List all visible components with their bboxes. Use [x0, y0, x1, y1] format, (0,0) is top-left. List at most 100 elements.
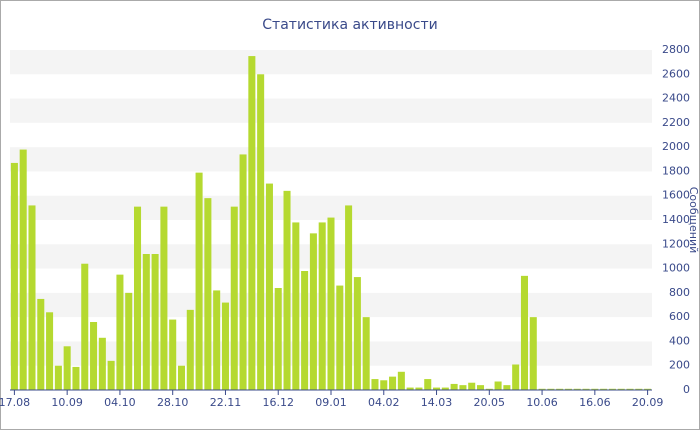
bar: [81, 263, 89, 390]
bar: [204, 198, 212, 390]
grid-band: [10, 50, 652, 75]
bar: [520, 275, 528, 390]
bar: [415, 387, 423, 390]
x-tick-label: 17.08: [0, 396, 30, 409]
y-tick-label: 1800: [662, 164, 690, 177]
bar: [459, 385, 467, 390]
bar: [134, 206, 142, 390]
y-tick-label: 2000: [662, 140, 690, 153]
x-tick-label: 16.06: [579, 396, 611, 409]
bar: [283, 190, 291, 390]
bar: [380, 380, 388, 390]
bar: [626, 388, 634, 390]
bar: [63, 346, 71, 390]
x-tick-label: 09.01: [315, 396, 347, 409]
bar: [512, 364, 520, 390]
bar: [433, 387, 441, 390]
bar: [72, 366, 80, 390]
bar: [371, 379, 379, 390]
bar: [538, 388, 546, 390]
y-tick-label: 800: [669, 286, 690, 299]
x-tick-label: 04.02: [368, 396, 400, 409]
bar: [213, 290, 221, 390]
bar: [389, 376, 397, 390]
bar: [239, 154, 247, 390]
bar: [46, 312, 54, 390]
bar: [397, 371, 405, 390]
bar: [301, 271, 309, 390]
y-axis-label: Сообщений: [687, 187, 700, 254]
bar: [151, 254, 159, 390]
x-tick-label: 10.06: [526, 396, 558, 409]
grid-band: [10, 195, 652, 220]
x-tick-label: 14.03: [421, 396, 453, 409]
bar: [503, 385, 511, 390]
bar: [547, 388, 555, 390]
bar: [142, 254, 150, 390]
y-tick-label: 2400: [662, 92, 690, 105]
grid-band: [10, 98, 652, 123]
bar: [257, 74, 265, 391]
bar: [556, 388, 564, 390]
bar: [441, 387, 449, 390]
bar: [19, 149, 27, 390]
bar: [362, 317, 370, 390]
bar: [10, 162, 18, 390]
bar: [635, 388, 643, 390]
bar: [424, 379, 432, 390]
bar: [90, 322, 98, 390]
y-tick-label: 1600: [662, 189, 690, 202]
bar: [54, 365, 62, 390]
bar: [160, 206, 168, 390]
bar: [309, 233, 317, 390]
y-tick-label: 0: [683, 383, 690, 396]
y-tick-label: 1000: [662, 262, 690, 275]
bar: [318, 222, 326, 390]
bar: [116, 274, 124, 390]
grid-band: [10, 147, 652, 172]
y-tick-label: 200: [669, 359, 690, 372]
x-tick-label: 16.12: [262, 396, 294, 409]
bar: [644, 388, 652, 390]
bar: [494, 381, 502, 390]
bar: [37, 298, 45, 390]
x-tick-label: 10.09: [51, 396, 83, 409]
bar: [248, 56, 256, 390]
x-tick-label: 22.11: [210, 396, 242, 409]
x-tick-label: 28.10: [157, 396, 189, 409]
bar: [274, 288, 282, 390]
bar: [591, 388, 599, 390]
bar: [608, 388, 616, 390]
bar: [345, 205, 353, 390]
chart-title: Статистика активности: [262, 17, 437, 33]
bar: [98, 337, 106, 390]
bar: [292, 222, 300, 390]
y-tick-label: 2800: [662, 43, 690, 56]
bar: [265, 183, 273, 390]
y-tick-label: 400: [669, 334, 690, 347]
bar: [195, 172, 203, 390]
bar: [107, 360, 115, 390]
x-tick-label: 04.10: [104, 396, 136, 409]
x-tick-label: 20.05: [474, 396, 506, 409]
bar: [177, 365, 186, 390]
bar: [476, 385, 485, 390]
bar: [327, 217, 335, 390]
bar: [221, 302, 229, 390]
bar: [28, 205, 36, 390]
bar: [617, 388, 625, 390]
y-tick-label: 600: [669, 310, 690, 323]
bar: [582, 388, 590, 390]
x-tick-label: 20.09: [632, 396, 664, 409]
bar: [450, 383, 458, 390]
bar: [230, 206, 238, 390]
bar: [336, 285, 344, 390]
bar: [125, 292, 133, 390]
bar: [169, 319, 177, 390]
bar: [353, 277, 361, 390]
y-tick-label: 1200: [662, 237, 690, 250]
bar: [600, 388, 608, 390]
bar: [468, 382, 476, 390]
y-tick-label: 1400: [662, 213, 690, 226]
